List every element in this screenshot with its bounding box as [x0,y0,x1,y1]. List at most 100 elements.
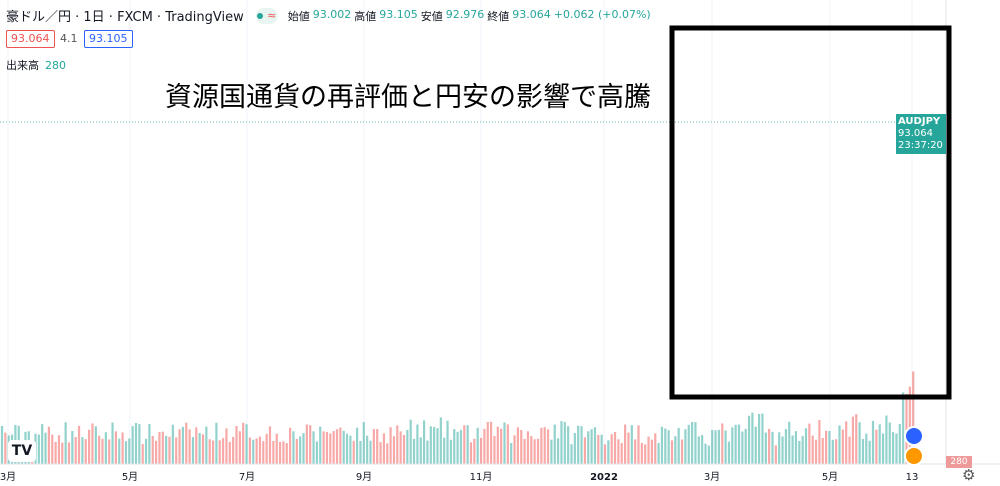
volume-bar [550,439,553,464]
volume-bar [526,431,530,464]
volume-bar [747,415,751,464]
volume-bar [560,421,563,464]
volume-bar [268,426,272,464]
x-tick-label: 7月 [239,471,255,483]
volume-bar [784,429,787,464]
volume-bar [587,431,590,464]
volume-bar [382,433,385,464]
volume-bar [520,429,523,464]
volume-bar [563,421,566,464]
volume-bar [828,430,831,464]
volume-bar [898,423,901,464]
volume-bar [670,440,674,464]
volume-bar [392,436,396,464]
volume-bar [680,439,684,464]
volume-bar [265,433,268,464]
volume-bar [697,436,700,464]
event-flag-icon[interactable] [904,426,924,446]
volume-bar [319,426,322,464]
volume-bar [617,439,620,464]
volume-bar [349,435,352,464]
volume-bar [687,424,690,464]
volume-bar [754,426,757,464]
sell-price-button[interactable]: 93.064 [6,30,55,48]
volume-bar [272,440,275,464]
tradingview-logo-icon[interactable]: TV [8,440,36,462]
volume-bar [443,437,446,464]
volume-bar [151,436,154,464]
volume-bar [322,431,325,464]
volume-bar [764,432,767,464]
volume-bar [814,439,818,464]
symbol-title[interactable]: 豪ドル／円 · 1日 · FXCM · TradingView [6,10,244,25]
volume-bar [148,424,151,464]
last-price-tag: AUDJPY 93.064 23:37:20 [896,114,946,154]
volume-bar [114,431,117,464]
volume-bar [580,426,583,464]
volume-bar [222,438,225,464]
volume-bar [731,427,734,464]
volume-bar [211,440,215,464]
chart-header: 豪ドル／円 · 1日 · FXCM · TradingView ≈ 始値 93.0… [6,6,651,25]
volume-bar [168,436,171,464]
volume-bar [650,439,653,464]
volume-bar [878,424,881,464]
volume-bar [647,436,650,464]
volume-bar [570,444,573,464]
volume-bar [429,426,432,464]
volume-bar [406,429,409,464]
volume-bar [546,429,550,464]
volume-bar [215,422,218,464]
ohlc-readout: 始値 93.002 高値 93.105 安値 92.976 終値 93.064 +0.0… [287,7,651,23]
volume-bar [734,424,737,464]
volume-bar [54,441,57,464]
volume-bar [242,422,245,464]
volume-bar [436,428,439,464]
volume-bar [486,421,489,464]
volume-bar [81,437,84,464]
volume-bar [282,441,285,464]
volume-bar [479,437,483,464]
time-axis[interactable]: 3月 5月 7月 9月 11月 2022 3月 5月 13 [0,471,918,483]
volume-bar [577,425,580,464]
chart-grid [7,0,913,464]
volume-bars [0,371,915,464]
volume-bar [205,426,208,464]
volume-bar [195,427,198,464]
volume-bar [118,438,121,464]
volume-bar [630,425,633,464]
volume-bar [667,430,670,464]
volume-bar [51,434,54,464]
volume-bar [245,424,248,464]
volume-bar [624,424,627,464]
volume-bar [389,427,392,464]
volume-bar [717,429,720,464]
volume-bar [831,439,834,464]
volume-bar [185,422,188,464]
volume-bar [255,438,258,464]
volume-bar [758,413,761,464]
volume-bar [871,420,875,464]
volume-bar [41,424,44,464]
buy-price-button[interactable]: 93.105 [84,30,133,48]
volume-bar [865,433,868,464]
event-flag-icon[interactable] [904,446,924,466]
volume-bar [657,442,660,464]
volume-bar [426,440,429,464]
volume-bar [228,441,231,464]
volume-bar [366,435,369,464]
volume-bar [583,437,586,464]
volume-bar [332,431,335,464]
volume-bar [84,439,87,464]
volume-bar [289,427,292,464]
market-status-icon[interactable]: ≈ [255,7,278,24]
volume-bar [684,429,687,464]
volume-bar [335,429,339,464]
volume-bar [362,422,365,464]
volume-bar [627,432,630,464]
gear-icon[interactable]: ⚙ [962,466,976,484]
volume-bar [553,424,556,464]
volume-bar [325,431,329,464]
volume-bar [409,419,412,464]
